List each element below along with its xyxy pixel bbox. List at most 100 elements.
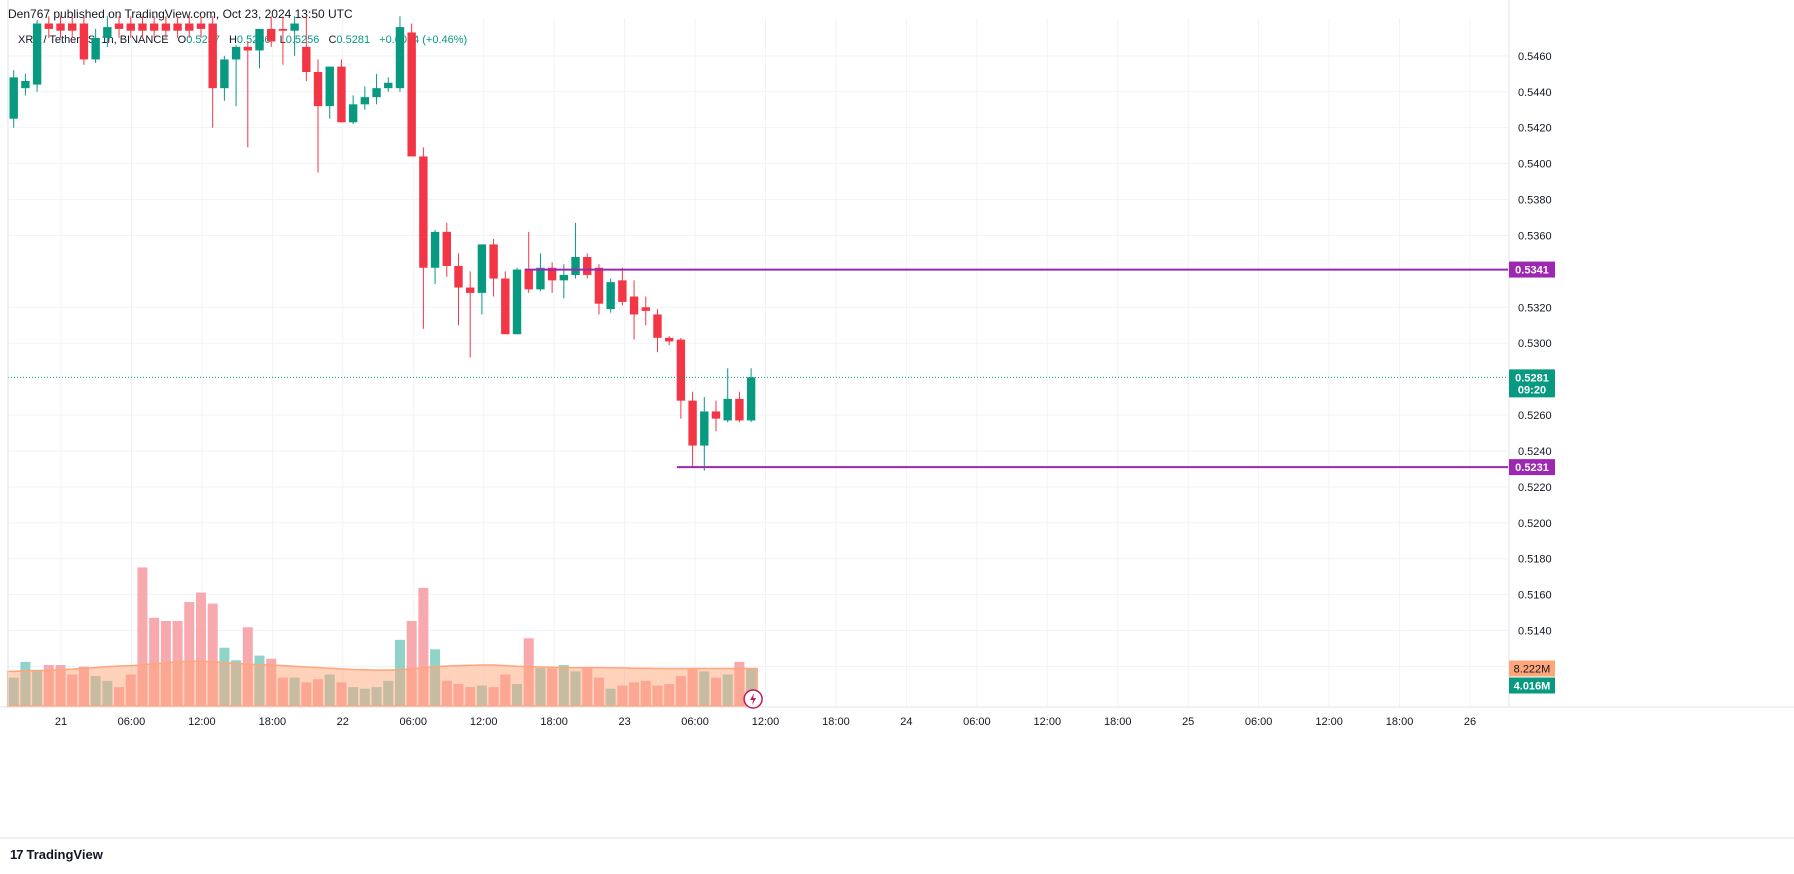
candle-body bbox=[442, 231, 451, 266]
candle-body bbox=[149, 23, 159, 31]
x-tick-label: 06:00 bbox=[681, 716, 709, 728]
candle-body bbox=[454, 265, 463, 288]
close-label: C bbox=[328, 34, 337, 46]
candle-body bbox=[512, 269, 522, 335]
candle-body bbox=[430, 231, 440, 268]
candle-body bbox=[126, 23, 135, 31]
x-tick-label: 12:00 bbox=[1315, 716, 1343, 728]
volume-ma-tag-bg bbox=[1509, 660, 1555, 677]
volume-bar bbox=[195, 592, 206, 706]
volume-bar bbox=[149, 617, 160, 706]
candle-body bbox=[32, 23, 42, 85]
x-tick-label: 25 bbox=[1182, 716, 1194, 728]
volume-tag-bg bbox=[1509, 677, 1555, 694]
level-tag-bg bbox=[1509, 459, 1555, 476]
last-price-tag-label: 0.5281 bbox=[1515, 372, 1549, 384]
volume-bar bbox=[418, 587, 429, 706]
x-tick-label: 18:00 bbox=[1386, 716, 1414, 728]
x-tick-label: 26 bbox=[1464, 716, 1476, 728]
x-tick-label: 18:00 bbox=[822, 716, 850, 728]
candle-body bbox=[185, 23, 194, 31]
y-tick-label: 0.5460 bbox=[1518, 51, 1552, 63]
horizontal-levels[interactable] bbox=[8, 268, 1508, 469]
candle-body bbox=[372, 88, 381, 98]
volume-bar bbox=[207, 603, 218, 706]
x-tick-label: 06:00 bbox=[399, 716, 427, 728]
y-tick-label: 0.5160 bbox=[1518, 590, 1552, 602]
volume-tag-label: 4.016M bbox=[1514, 681, 1551, 693]
candle-body bbox=[501, 278, 510, 335]
close-value: 0.5281 bbox=[336, 34, 371, 46]
x-tick-label: 18:00 bbox=[540, 716, 568, 728]
candle-body bbox=[68, 23, 77, 31]
candle-body bbox=[735, 398, 744, 421]
candle-body bbox=[313, 72, 323, 107]
y-tick-label: 0.5380 bbox=[1518, 195, 1552, 207]
candle-body bbox=[676, 339, 686, 401]
volume-bar bbox=[184, 602, 195, 706]
volume-ma-tag-label: 8.222M bbox=[1514, 664, 1551, 676]
candle-body bbox=[688, 400, 697, 446]
x-tick-label: 22 bbox=[337, 716, 349, 728]
candle-body bbox=[9, 77, 18, 119]
published-by-line: Den767 published on TradingView.com, Oct… bbox=[8, 7, 353, 21]
x-tick-label: 18:00 bbox=[1104, 716, 1132, 728]
x-tick-label: 06:00 bbox=[118, 716, 146, 728]
candle-body bbox=[231, 46, 241, 60]
axes[interactable]: 0.5460 0.5440 0.5420 0.5400 0.5380 0.5360 0.53… bbox=[0, 0, 1794, 839]
candle-body bbox=[337, 66, 346, 123]
candle-body bbox=[196, 23, 206, 29]
candle-body bbox=[278, 28, 288, 31]
candle-body bbox=[161, 23, 171, 31]
y-tick-label: 0.5420 bbox=[1518, 123, 1552, 135]
x-tick-label: 06:00 bbox=[1245, 716, 1273, 728]
candle-body bbox=[653, 314, 662, 338]
candle-body bbox=[91, 37, 100, 60]
level-tag-label: 0.5341 bbox=[1515, 265, 1549, 277]
candle-body bbox=[536, 267, 545, 290]
x-tick-label: 21 bbox=[55, 716, 67, 728]
tradingview-logo-icon: 17 bbox=[10, 847, 24, 862]
x-tick-label: 12:00 bbox=[470, 716, 498, 728]
candle-body bbox=[325, 66, 334, 107]
candle-body bbox=[583, 256, 592, 275]
candle-body bbox=[559, 274, 569, 281]
candle-body bbox=[618, 280, 627, 302]
candle-body bbox=[114, 23, 124, 29]
volume-pane bbox=[6, 567, 758, 707]
tradingview-brand[interactable]: 17 TradingView bbox=[10, 847, 103, 862]
countdown-label: 09:20 bbox=[1518, 384, 1546, 396]
candle-body bbox=[465, 287, 475, 293]
candle-body bbox=[138, 23, 147, 31]
candle-body bbox=[571, 256, 580, 275]
x-tick-label: 24 bbox=[900, 716, 912, 728]
candle-body bbox=[267, 28, 276, 42]
y-tick-label: 0.5400 bbox=[1518, 159, 1552, 171]
candle-body bbox=[664, 337, 674, 342]
candle-body bbox=[711, 411, 721, 419]
candle-body bbox=[79, 23, 89, 60]
candle-body bbox=[700, 411, 709, 446]
candle-body bbox=[220, 59, 229, 89]
y-tick-label: 0.5360 bbox=[1518, 230, 1552, 242]
x-tick-label: 12:00 bbox=[752, 716, 780, 728]
y-tick-label: 0.5300 bbox=[1518, 338, 1552, 350]
x-tick-label: 18:00 bbox=[259, 716, 287, 728]
y-tick-label: 0.5320 bbox=[1518, 302, 1552, 314]
candles bbox=[9, 16, 756, 471]
candle-body bbox=[547, 267, 557, 281]
flash-icon-bolt bbox=[750, 693, 757, 705]
x-tick-label: 06:00 bbox=[963, 716, 991, 728]
candle-body bbox=[290, 23, 299, 31]
candle-body bbox=[255, 28, 264, 51]
candle-body bbox=[606, 282, 615, 310]
x-tick-label: 12:00 bbox=[188, 716, 216, 728]
candle-body bbox=[477, 244, 487, 293]
candle-body bbox=[56, 23, 65, 31]
candle-body bbox=[173, 23, 182, 31]
candle-body bbox=[103, 27, 112, 38]
candle-body bbox=[348, 104, 358, 123]
x-tick-label: 23 bbox=[618, 716, 630, 728]
